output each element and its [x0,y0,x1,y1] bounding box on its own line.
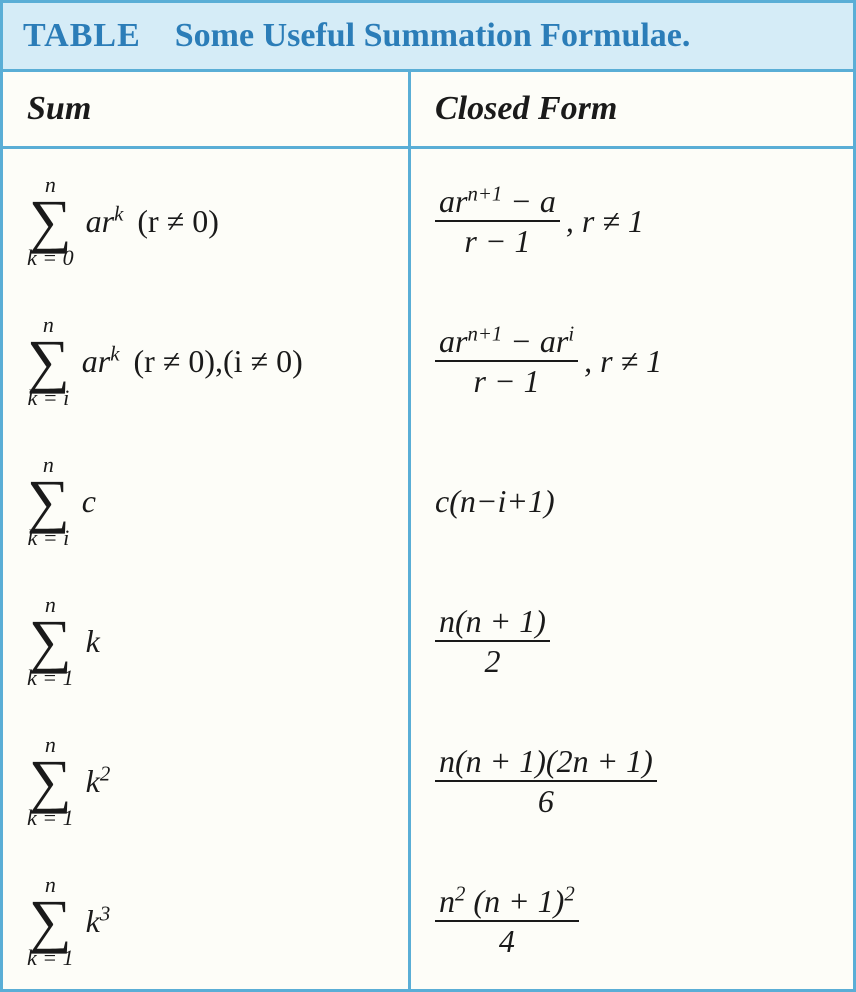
table-row: n ∑ k = i c c(n−i+1) [3,429,853,569]
header-sum: Sum [3,72,411,146]
table-title-text: Some Useful Summation Formulae. [175,17,691,54]
table-row: n ∑ k = i ark (r ≠ 0),(i ≠ 0) arn+1 − ar… [3,289,853,429]
cell-closed: c(n−i+1) [411,429,853,569]
cell-sum: n ∑ k = i c [3,429,411,569]
table-title-label: TABLE [23,17,141,54]
condition: , r ≠ 1 [584,343,662,380]
sigma-icon: n ∑ k = 1 [27,734,74,829]
cell-sum: n ∑ k = 1 k2 [3,709,411,849]
sigma-lower: k = 1 [27,667,74,689]
cell-closed: n2 (n + 1)2 4 [411,849,853,989]
sigma-lower: k = i [28,387,70,409]
condition: , r ≠ 1 [566,203,644,240]
table-row: n ∑ k = 1 k3 n2 (n + 1)2 4 [3,849,853,989]
condition: (r ≠ 0),(i ≠ 0) [133,343,302,380]
cell-closed: arn+1 − ari r − 1 , r ≠ 1 [411,289,853,429]
fraction: arn+1 − ari r − 1 [435,325,578,397]
sigma-icon: n ∑ k = 0 [27,174,74,269]
sigma-icon: n ∑ k = i [27,454,70,549]
sigma-icon: n ∑ k = 1 [27,594,74,689]
condition: (r ≠ 0) [137,203,219,240]
closed-form: c(n−i+1) [435,483,555,520]
sigma-lower: k = i [28,527,70,549]
cell-closed: arn+1 − a r − 1 , r ≠ 1 [411,149,853,289]
table-row: n ∑ k = 1 k2 n(n + 1)(2n + 1) 6 [3,709,853,849]
sigma-icon: n ∑ k = i [27,314,70,409]
fraction: n2 (n + 1)2 4 [435,885,579,957]
cell-closed: n(n + 1) 2 [411,569,853,709]
sigma-lower: k = 0 [27,247,74,269]
cell-sum: n ∑ k = i ark (r ≠ 0),(i ≠ 0) [3,289,411,429]
header-closed-form: Closed Form [411,72,853,146]
summand: k3 [86,903,111,940]
table-row: n ∑ k = 1 k n(n + 1) 2 [3,569,853,709]
table-row: n ∑ k = 0 ark (r ≠ 0) arn+1 − a r − 1 , … [3,149,853,289]
cell-sum: n ∑ k = 1 k [3,569,411,709]
summand: c [82,483,96,520]
summand: k2 [86,763,111,800]
sigma-icon: n ∑ k = 1 [27,874,74,969]
summand: ark [82,343,120,380]
cell-sum: n ∑ k = 0 ark (r ≠ 0) [3,149,411,289]
table-header-row: Sum Closed Form [3,72,853,149]
fraction: n(n + 1) 2 [435,605,550,677]
table-title-row: TABLE Some Useful Summation Formulae. [3,3,853,72]
fraction: n(n + 1)(2n + 1) 6 [435,745,657,817]
sigma-lower: k = 1 [27,947,74,969]
sigma-lower: k = 1 [27,807,74,829]
summand: k [86,623,100,660]
summand: ark [86,203,124,240]
cell-sum: n ∑ k = 1 k3 [3,849,411,989]
cell-closed: n(n + 1)(2n + 1) 6 [411,709,853,849]
fraction: arn+1 − a r − 1 [435,185,560,257]
summation-table: TABLE Some Useful Summation Formulae. Su… [0,0,856,992]
